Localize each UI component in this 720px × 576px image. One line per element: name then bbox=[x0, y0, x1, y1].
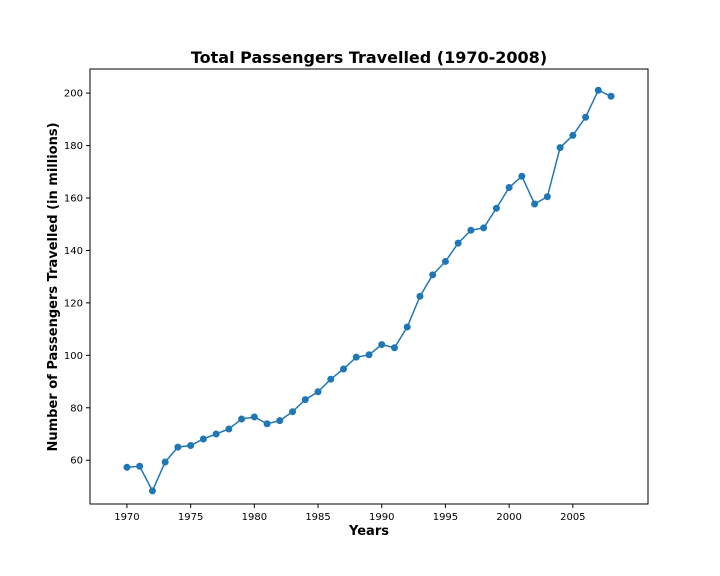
x-tick-label: 1985 bbox=[305, 512, 330, 523]
data-point bbox=[454, 239, 462, 247]
data-point bbox=[123, 463, 131, 471]
y-tick-label: 60 bbox=[70, 456, 83, 467]
data-point bbox=[225, 425, 233, 433]
x-tick-label: 1980 bbox=[242, 512, 267, 523]
data-point bbox=[327, 375, 335, 383]
y-tick-label: 160 bbox=[64, 194, 83, 205]
data-point bbox=[607, 92, 615, 100]
y-axis-title: Number of Passengers Travelled (in milli… bbox=[46, 122, 61, 451]
data-point bbox=[556, 144, 564, 152]
data-point bbox=[174, 443, 182, 451]
chart-title: Total Passengers Travelled (1970-2008) bbox=[191, 48, 547, 67]
data-point bbox=[365, 351, 373, 359]
data-point bbox=[250, 413, 258, 421]
data-point bbox=[148, 487, 156, 495]
data-point bbox=[276, 417, 284, 425]
data-point bbox=[403, 323, 411, 331]
data-point bbox=[492, 204, 500, 212]
x-axis-title: Years bbox=[348, 524, 389, 539]
y-tick-label: 80 bbox=[70, 403, 83, 414]
data-point bbox=[289, 408, 297, 416]
y-tick-label: 100 bbox=[64, 351, 83, 362]
data-point bbox=[378, 341, 386, 349]
data-point bbox=[352, 353, 360, 361]
data-point bbox=[161, 458, 169, 466]
x-tick-label: 1990 bbox=[369, 512, 394, 523]
data-point bbox=[199, 435, 207, 443]
plot-area: 1970 1975 1980 1985 1990 1995 2000 2005 60 80 100 1… bbox=[64, 68, 649, 523]
data-point bbox=[263, 420, 271, 428]
data-point bbox=[480, 224, 488, 232]
y-tick-label: 180 bbox=[64, 141, 83, 152]
series-line bbox=[126, 89, 612, 493]
data-point bbox=[441, 257, 449, 265]
data-point bbox=[314, 388, 322, 396]
data-point bbox=[136, 462, 144, 470]
x-tick-label: 1995 bbox=[433, 512, 458, 523]
plot-frame bbox=[89, 68, 649, 505]
y-tick-label: 140 bbox=[64, 246, 83, 257]
data-point bbox=[340, 365, 348, 373]
data-point bbox=[187, 442, 195, 450]
data-point bbox=[543, 193, 551, 201]
data-point bbox=[238, 415, 246, 423]
x-tick-label: 2005 bbox=[560, 512, 585, 523]
data-point bbox=[301, 396, 309, 404]
data-point bbox=[429, 271, 437, 279]
data-point bbox=[416, 292, 424, 300]
y-tick-label: 120 bbox=[64, 298, 83, 309]
data-point bbox=[390, 344, 398, 352]
data-point bbox=[212, 430, 220, 438]
x-tick-label: 1975 bbox=[178, 512, 203, 523]
data-point bbox=[467, 226, 475, 234]
data-point bbox=[505, 184, 513, 192]
x-tick-label: 2000 bbox=[496, 512, 521, 523]
x-tick-label: 1970 bbox=[114, 512, 139, 523]
y-tick-label: 200 bbox=[64, 89, 83, 100]
data-point bbox=[518, 172, 526, 180]
data-point bbox=[569, 131, 577, 139]
data-point bbox=[594, 86, 602, 94]
data-point bbox=[531, 200, 539, 208]
data-point bbox=[582, 113, 590, 121]
